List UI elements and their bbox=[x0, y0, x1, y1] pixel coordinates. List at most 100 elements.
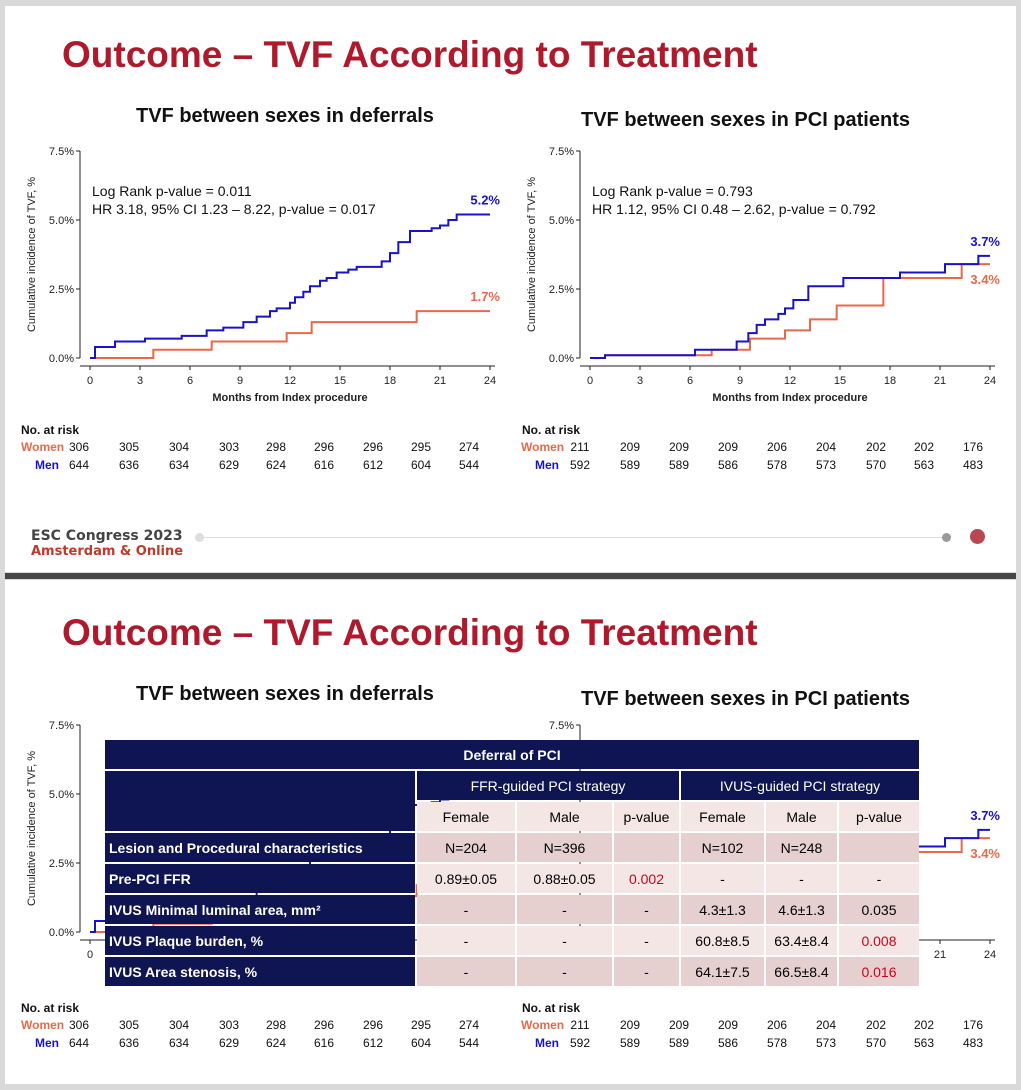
group-ffr: FFR-guided PCI strategy bbox=[417, 771, 679, 800]
risk-table-slide2: No. at risk No. at risk Women Men Women … bbox=[5, 996, 1016, 1056]
risk-count-women: 305 bbox=[118, 440, 140, 454]
risk-count-men: 592 bbox=[569, 1036, 591, 1050]
table-cell: - bbox=[517, 957, 612, 986]
risk-count-men: 544 bbox=[458, 458, 480, 472]
table-cell: - bbox=[766, 864, 837, 893]
slide-title: Outcome – TVF According to Treatment bbox=[62, 34, 758, 75]
risk-count-women: 295 bbox=[410, 440, 432, 454]
men-end-label: 3.7% bbox=[970, 808, 1000, 823]
y-axis-label: Cumulative incidence of TVF, % bbox=[26, 177, 38, 332]
risk-count-men: 612 bbox=[362, 1036, 384, 1050]
table-cell: - bbox=[417, 926, 515, 955]
x-axis-label: Months from Index procedure bbox=[212, 392, 367, 404]
x-tick-label: 18 bbox=[384, 375, 396, 387]
table-cell: - bbox=[839, 864, 919, 893]
x-tick-label: 0 bbox=[87, 949, 93, 961]
x-tick-label: 12 bbox=[784, 375, 796, 387]
men-label-left: Men bbox=[35, 458, 59, 472]
subheader: p-value bbox=[614, 802, 679, 831]
slide-1: Outcome – TVF According to Treatment TVF… bbox=[5, 6, 1016, 572]
x-axis-label: Months from Index procedure bbox=[712, 392, 867, 404]
x-tick-label: 0 bbox=[87, 375, 93, 387]
risk-count-women: 176 bbox=[962, 1018, 984, 1032]
risk-label-right: No. at risk bbox=[522, 423, 581, 437]
risk-count-women: 296 bbox=[313, 1018, 335, 1032]
risk-count-men: 573 bbox=[815, 1036, 837, 1050]
table-cell: 66.5±8.4 bbox=[766, 957, 837, 986]
risk-table-slide1: No. at risk No. at risk Women Men Women … bbox=[5, 418, 1016, 478]
risk-count-men: 644 bbox=[68, 458, 90, 472]
risk-count-men: 636 bbox=[118, 458, 140, 472]
table-cell: 0.008 bbox=[839, 926, 919, 955]
slide-separator bbox=[5, 573, 1016, 579]
risk-count-men: 629 bbox=[218, 458, 240, 472]
risk-count-women: 211 bbox=[570, 440, 590, 454]
row-label: IVUS Minimal luminal area, mm² bbox=[105, 895, 415, 924]
risk-count-women: 274 bbox=[458, 1018, 480, 1032]
y-tick-label: 0.0% bbox=[49, 353, 74, 365]
x-tick-label: 18 bbox=[884, 375, 896, 387]
row-label: Pre-PCI FFR bbox=[105, 864, 415, 893]
risk-count-men: 573 bbox=[815, 458, 837, 472]
risk-count-men: 586 bbox=[717, 1036, 739, 1050]
table-cell: N=396 bbox=[517, 833, 612, 862]
women-end-label: 3.4% bbox=[970, 846, 1000, 861]
risk-count-men: 612 bbox=[362, 458, 384, 472]
row-label: IVUS Area stenosis, % bbox=[105, 957, 415, 986]
women-curve bbox=[90, 310, 490, 359]
table-cell: - bbox=[417, 895, 515, 924]
table-cell: N=102 bbox=[681, 833, 764, 862]
y-tick-label: 0.0% bbox=[49, 927, 74, 939]
y-tick-label: 5.0% bbox=[49, 789, 74, 801]
y-tick-label: 5.0% bbox=[49, 215, 74, 227]
x-tick-label: 15 bbox=[334, 375, 346, 387]
risk-count-women: 206 bbox=[766, 440, 788, 454]
risk-label-right: No. at risk bbox=[522, 1001, 581, 1015]
risk-count-men: 570 bbox=[865, 458, 887, 472]
risk-count-women: 206 bbox=[766, 1018, 788, 1032]
row-label: Lesion and Procedural characteristics bbox=[105, 833, 415, 862]
x-tick-label: 21 bbox=[934, 949, 946, 961]
risk-count-women: 304 bbox=[168, 1018, 190, 1032]
risk-count-men: 589 bbox=[668, 458, 690, 472]
x-tick-label: 3 bbox=[137, 375, 143, 387]
women-end-label: 1.7% bbox=[470, 289, 500, 304]
footer-dot bbox=[970, 529, 985, 544]
table-cell: 0.89±0.05 bbox=[417, 864, 515, 893]
risk-count-women: 296 bbox=[313, 440, 335, 454]
x-tick-label: 9 bbox=[237, 375, 243, 387]
risk-count-men: 592 bbox=[569, 458, 591, 472]
risk-label-left: No. at risk bbox=[21, 1001, 80, 1015]
y-axis-label: Cumulative incidence of TVF, % bbox=[26, 751, 38, 906]
risk-count-men: 629 bbox=[218, 1036, 240, 1050]
risk-count-men: 589 bbox=[668, 1036, 690, 1050]
km-chart-pci: 0.0% 2.5% 5.0% 7.5% 0 3 6 9 12 15 18 21 24 Months fro… bbox=[526, 146, 1000, 404]
risk-count-men: 604 bbox=[410, 458, 432, 472]
risk-count-men: 636 bbox=[118, 1036, 140, 1050]
chart-title-deferrals: TVF between sexes in deferrals bbox=[136, 105, 434, 127]
risk-count-women: 305 bbox=[118, 1018, 140, 1032]
y-tick-label: 7.5% bbox=[549, 720, 574, 732]
chart-title-pci: TVF between sexes in PCI patients bbox=[581, 688, 910, 710]
congress-location: Amsterdam & Online bbox=[31, 544, 184, 559]
y-tick-label: 2.5% bbox=[49, 284, 74, 296]
risk-count-women: 306 bbox=[68, 1018, 90, 1032]
risk-count-women: 303 bbox=[218, 440, 240, 454]
deferral-table: Deferral of PCI FFR-guided PCI strategy … bbox=[103, 738, 921, 988]
y-axis-label: Cumulative incidence of TVF, % bbox=[526, 177, 538, 332]
risk-count-men: 578 bbox=[766, 1036, 788, 1050]
women-label-left: Women bbox=[21, 440, 65, 454]
risk-count-men: 578 bbox=[766, 458, 788, 472]
risk-count-men: 563 bbox=[913, 1036, 935, 1050]
chart-title-deferrals: TVF between sexes in deferrals bbox=[136, 683, 434, 705]
risk-count-women: 209 bbox=[717, 1018, 739, 1032]
x-tick-label: 24 bbox=[984, 949, 996, 961]
subheader: Female bbox=[417, 802, 515, 831]
risk-count-women: 202 bbox=[865, 1018, 887, 1032]
women-label-right: Women bbox=[521, 440, 565, 454]
risk-count-women: 209 bbox=[619, 440, 641, 454]
men-label-right: Men bbox=[535, 1036, 559, 1050]
x-tick-label: 24 bbox=[484, 375, 496, 387]
x-tick-label: 9 bbox=[737, 375, 743, 387]
risk-count-women: 176 bbox=[962, 440, 984, 454]
